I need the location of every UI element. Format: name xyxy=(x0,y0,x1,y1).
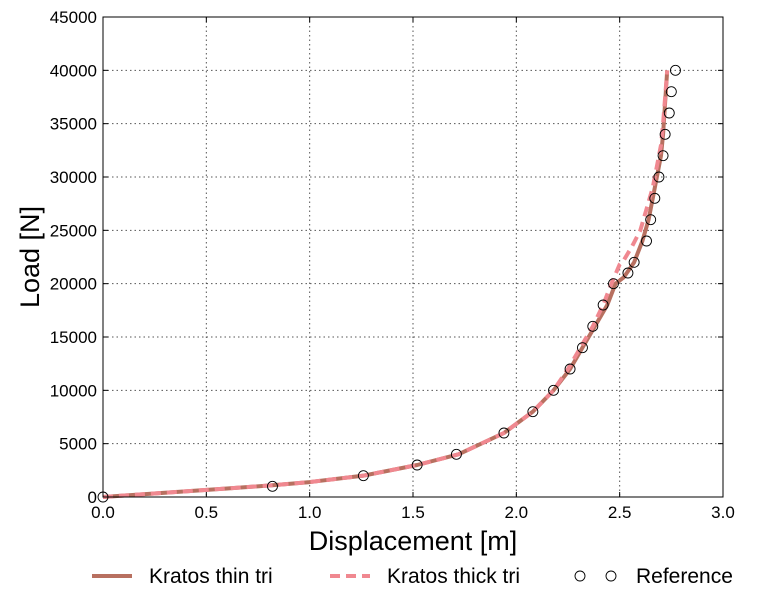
legend-label: Kratos thick tri xyxy=(387,565,520,588)
y-tick-label: 10000 xyxy=(50,381,97,400)
legend-marker-reference xyxy=(605,570,617,582)
legend: Kratos thin tri Kratos thick tri Reference xyxy=(92,565,733,588)
y-tick-label: 15000 xyxy=(50,328,97,347)
reference-point xyxy=(411,459,423,471)
reference-point xyxy=(670,64,681,76)
y-tick-label: 25000 xyxy=(50,221,97,240)
reference-point xyxy=(548,384,559,396)
tick-marks xyxy=(102,16,724,498)
y-axis-label: Load [N] xyxy=(15,206,45,308)
x-tick-label: 1.0 xyxy=(298,503,322,522)
y-tick-label: 40000 xyxy=(50,61,97,80)
reference-point xyxy=(450,448,462,460)
reference-point xyxy=(659,128,671,140)
x-tick-label: 2.0 xyxy=(505,503,529,522)
reference-point xyxy=(641,235,652,247)
legend-label: Kratos thin tri xyxy=(149,565,273,588)
reference-point xyxy=(498,427,510,439)
y-tick-label: 5000 xyxy=(59,435,97,454)
x-tick-label: 2.5 xyxy=(608,503,632,522)
x-tick-label: 0.5 xyxy=(195,503,219,522)
legend-label: Reference xyxy=(636,565,733,588)
reference-point xyxy=(577,342,588,354)
reference-point xyxy=(587,320,599,332)
series-layer xyxy=(97,64,681,503)
reference-point xyxy=(663,107,675,119)
reference-point xyxy=(628,256,640,268)
x-tick-label: 3.0 xyxy=(711,503,735,522)
reference-point xyxy=(653,171,665,183)
legend-marker-reference xyxy=(574,570,586,582)
grid-lines xyxy=(103,17,723,497)
y-tick-label: 20000 xyxy=(50,275,97,294)
kratos-thick-tri-line xyxy=(102,70,670,499)
x-tick-label: 1.5 xyxy=(401,503,425,522)
x-tick-label: 0.0 xyxy=(91,503,115,522)
y-tick-label: 30000 xyxy=(50,168,97,187)
x-axis-label: Displacement [m] xyxy=(309,526,518,556)
reference-point xyxy=(597,299,609,311)
reference-point xyxy=(649,192,661,204)
reference-point xyxy=(357,470,369,482)
kratos-thin-tri-line xyxy=(102,70,670,499)
reference-point xyxy=(267,480,278,492)
reference-point xyxy=(657,150,669,162)
reference-point xyxy=(608,278,619,290)
reference-point xyxy=(645,214,657,226)
y-tick-label: 0 xyxy=(88,488,97,507)
reference-point xyxy=(665,86,677,98)
tick-labels: 0.0 0.5 1.0 1.5 2.0 2.5 3.0 0 5000 10000 15000 2000… xyxy=(50,8,735,522)
reference-point xyxy=(564,363,576,375)
y-tick-label: 35000 xyxy=(50,115,97,134)
reference-point xyxy=(527,406,539,418)
reference-point xyxy=(622,267,634,279)
y-tick-label: 45000 xyxy=(50,8,97,27)
